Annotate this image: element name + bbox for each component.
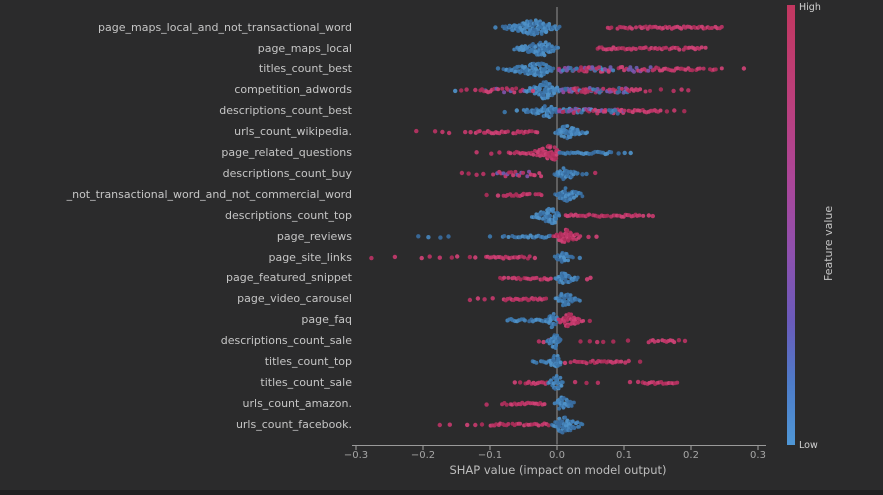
x-tick-label: 0.2 [683, 450, 699, 461]
feature-label: descriptions_count_top [225, 208, 352, 222]
feature-label: descriptions_count_best [219, 104, 352, 118]
x-tick-label: 0.1 [616, 450, 632, 461]
feature-label: urls_count_amazon. [242, 396, 352, 410]
x-tick-label: 0.3 [750, 450, 766, 461]
feature-label: page_video_carousel [237, 292, 352, 306]
feature-label: page_related_questions [221, 146, 352, 159]
feature-label: page_maps_local [257, 41, 352, 55]
feature-label: page_featured_snippet [226, 271, 352, 285]
colorbar-axis-label: Feature value [822, 205, 835, 281]
x-tick-label: −0.2 [410, 450, 436, 461]
beeswarm-points [369, 18, 747, 435]
x-axis-title: SHAP value (impact on model output) [449, 463, 667, 477]
feature-label: descriptions_count_buy [222, 166, 352, 180]
feature-label: page_faq [301, 313, 352, 327]
feature-label: _not_transactional_word_and_not_commerci… [66, 187, 352, 201]
bottom-edge-strip [0, 490, 883, 495]
colorbar-low-label: Low [799, 440, 818, 451]
feature-label: competition_adwords [234, 83, 352, 97]
x-tick-label: 0.0 [549, 450, 565, 461]
feature-label: titles_count_best [258, 62, 352, 76]
colorbar-high-label: High [799, 2, 821, 13]
feature-label: urls_count_wikipedia. [234, 125, 352, 139]
feature-label: titles_count_sale [260, 375, 352, 389]
feature-value-colorbar [787, 5, 795, 445]
feature-label: descriptions_count_sale [220, 334, 352, 348]
feature-label: page_maps_local_and_not_transactional_wo… [98, 20, 352, 34]
feature-label: page_reviews [276, 229, 352, 243]
x-tick-label: −0.1 [477, 450, 503, 461]
feature-label: titles_count_top [264, 355, 352, 368]
feature-label: urls_count_facebook. [235, 417, 352, 431]
feature-label: page_site_links [268, 250, 352, 264]
x-tick-label: −0.3 [343, 450, 369, 461]
